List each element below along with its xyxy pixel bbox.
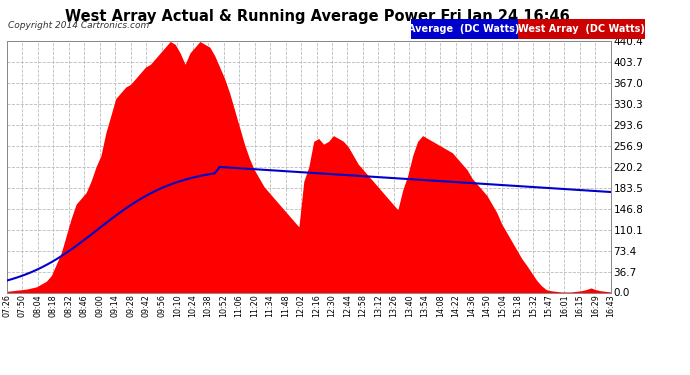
Text: Average  (DC Watts): Average (DC Watts) (408, 24, 520, 34)
Text: West Array Actual & Running Average Power Fri Jan 24 16:46: West Array Actual & Running Average Powe… (65, 9, 570, 24)
Text: Copyright 2014 Cartronics.com: Copyright 2014 Cartronics.com (8, 21, 150, 30)
Text: West Array  (DC Watts): West Array (DC Watts) (518, 24, 644, 34)
